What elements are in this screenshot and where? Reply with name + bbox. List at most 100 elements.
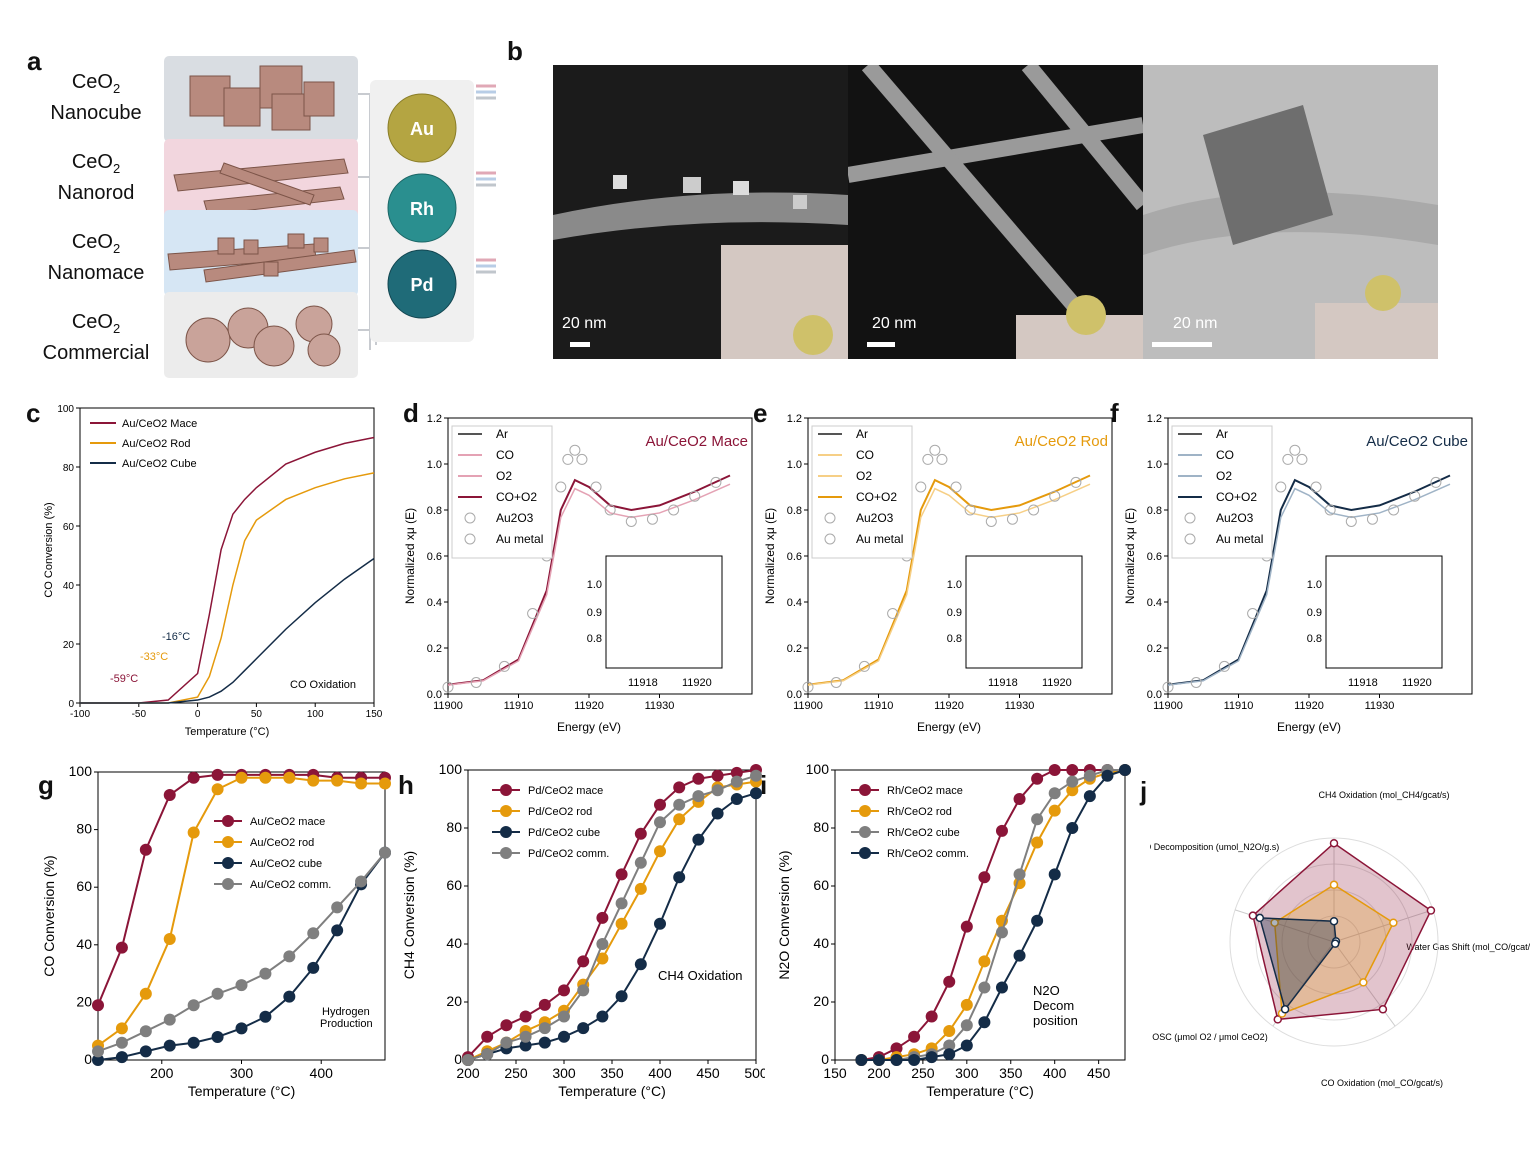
- x-tick-label: -50: [132, 709, 147, 720]
- x-tick-label: 300: [955, 1065, 979, 1081]
- data-point: [558, 984, 570, 997]
- legend-label: O2: [856, 469, 872, 483]
- data-point: [379, 777, 391, 790]
- data-point: [1048, 787, 1061, 800]
- data-point: [960, 1019, 973, 1032]
- inset-y-tick: 0.8: [1307, 633, 1322, 645]
- x-tick-label: 250: [504, 1065, 528, 1081]
- inset-tick: 11918: [628, 677, 658, 689]
- legend-marker: [464, 533, 476, 545]
- legend-label: Pd/CeO2 comm.: [528, 848, 609, 860]
- data-point: [1031, 813, 1044, 826]
- data-point: [1031, 914, 1044, 927]
- au2o3-point: [604, 504, 616, 516]
- x-axis-label: Temperature (°C): [188, 1083, 296, 1099]
- y-tick-label: 20: [446, 993, 462, 1009]
- panel-label-c: c: [26, 398, 41, 428]
- tem-scale-bar-2: [867, 342, 895, 347]
- x-tick-label: 11920: [574, 700, 604, 712]
- plot-frame: [79, 407, 375, 704]
- data-point: [596, 1010, 609, 1023]
- y-tick-label: 60: [76, 878, 92, 894]
- data-point: [978, 1016, 991, 1029]
- legend-marker: [824, 512, 836, 524]
- data-point: [855, 1054, 868, 1066]
- au2o3-point: [1028, 504, 1040, 516]
- inset-tick: 11920: [1042, 677, 1072, 689]
- y-tick-label: 0.0: [1147, 689, 1162, 701]
- series-line: [80, 436, 375, 704]
- data-point: [711, 769, 724, 782]
- data-point: [596, 952, 609, 965]
- data-point: [673, 798, 686, 811]
- data-point: [596, 938, 609, 950]
- data-point: [943, 1025, 956, 1037]
- legend-marker: [859, 826, 871, 838]
- legend-label: Au metal: [1216, 532, 1263, 546]
- data-point: [943, 975, 956, 988]
- x-tick-label: 11930: [1005, 700, 1035, 712]
- data-point: [577, 1022, 590, 1035]
- legend-label: Rh/CeO2 mace: [887, 785, 963, 797]
- x-tick-label: 11930: [1365, 700, 1395, 712]
- au2o3-point: [1296, 453, 1308, 465]
- data-point: [163, 933, 176, 946]
- au2o3-point: [668, 504, 680, 516]
- x-tick-label: 350: [999, 1065, 1023, 1081]
- data-point: [730, 793, 743, 805]
- y-axis-label: Normalized xμ (E): [763, 508, 777, 604]
- legend-label: Au/CeO2 mace: [250, 816, 325, 828]
- panel-label-i: i: [760, 770, 768, 800]
- data-point: [960, 1039, 973, 1052]
- legend-marker: [1184, 533, 1196, 545]
- radar-axis-wgs: Water Gas Shift (mol_CO/gcat/s): [1406, 942, 1530, 952]
- au2o3-point: [922, 453, 934, 465]
- au2o3-point: [964, 504, 976, 516]
- inset-y-tick: 1.0: [587, 579, 602, 591]
- data-point: [558, 1010, 570, 1023]
- data-point: [1119, 764, 1131, 776]
- data-point: [750, 769, 762, 782]
- y-tick-label: 80: [446, 819, 462, 835]
- radar-point: [1330, 939, 1340, 948]
- xas-line-co: [807, 483, 1091, 686]
- data-point: [538, 1036, 551, 1049]
- legend-marker: [500, 784, 512, 796]
- data-point: [538, 998, 551, 1011]
- data-point: [331, 901, 344, 914]
- y-tick-label: 0.4: [427, 597, 442, 609]
- au2o3-point: [887, 608, 899, 619]
- legend-box: [811, 425, 913, 559]
- data-point: [1066, 764, 1079, 776]
- tem-image-mace: 20 nm: [553, 65, 848, 359]
- chart-i-annotation-1: N2O: [1033, 983, 1060, 998]
- chart-i: N2O Decom position 150 200 250 300 350 400 450…: [776, 761, 1131, 1099]
- legend-label: Au/CeO2 cube: [250, 858, 322, 870]
- y-tick-label: 100: [439, 761, 463, 777]
- data-point: [139, 1045, 152, 1058]
- x-tick-label: 450: [696, 1065, 720, 1081]
- data-point: [1013, 793, 1026, 805]
- data-point: [259, 967, 272, 980]
- y-tick-label: 0.8: [427, 505, 442, 517]
- data-point: [995, 981, 1008, 994]
- data-point: [519, 1030, 532, 1043]
- data-point: [615, 917, 628, 930]
- x-tick-label: 300: [552, 1065, 576, 1081]
- y-tick-label: 0.6: [787, 551, 802, 563]
- legend-marker: [824, 533, 836, 545]
- series-line: [80, 472, 375, 704]
- data-point: [908, 1054, 921, 1066]
- au2o3-point: [1388, 504, 1400, 516]
- data-point: [307, 774, 320, 787]
- legend-label: Au2O3: [1216, 511, 1254, 525]
- data-point: [355, 777, 368, 790]
- y-tick-label: 1.0: [787, 459, 802, 471]
- nanomace-image: [164, 210, 358, 296]
- data-point: [673, 813, 686, 826]
- chart-c-legend-cube: Au/CeO2 Cube: [122, 458, 197, 470]
- x-tick-label: 11910: [504, 700, 534, 712]
- au2o3-point: [950, 481, 962, 493]
- au2o3-point: [1049, 490, 1061, 502]
- series-line: [467, 769, 757, 1058]
